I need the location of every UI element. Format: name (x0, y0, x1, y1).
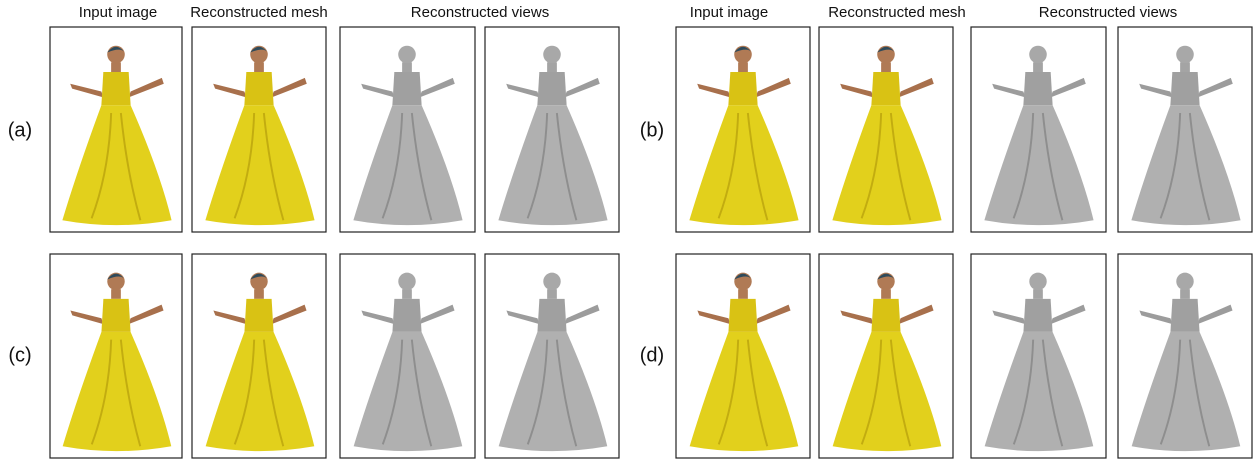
column-header: Reconstructed mesh (828, 4, 966, 21)
column-header: Reconstructed views (411, 4, 549, 21)
row-label: (b) (640, 119, 664, 141)
figure: Input image Reconstructed mesh Reconstru… (0, 0, 1254, 460)
column-header: Input image (690, 4, 768, 21)
column-header: Reconstructed mesh (190, 4, 328, 21)
panels (50, 27, 1252, 458)
column-header: Reconstructed views (1039, 4, 1177, 21)
row-label: (a) (8, 119, 32, 141)
column-headers: Input image Reconstructed mesh Reconstru… (79, 4, 1177, 21)
column-header: Input image (79, 4, 157, 21)
row-label: (c) (8, 344, 31, 366)
row-label: (d) (640, 344, 664, 366)
